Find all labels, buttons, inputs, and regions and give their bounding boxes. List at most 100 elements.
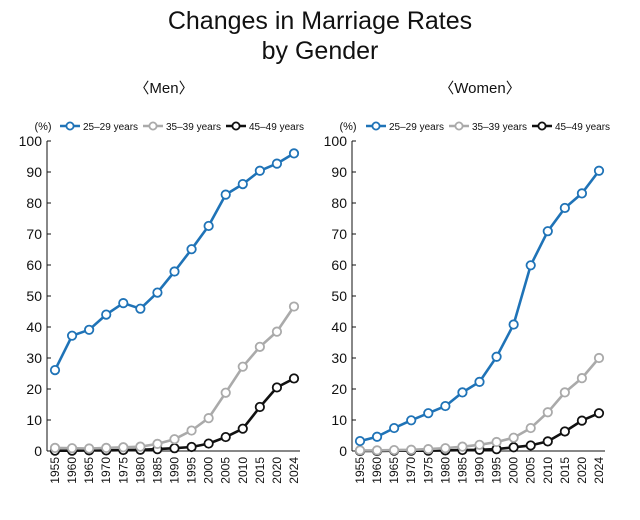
x-tick-label: 2005 (219, 457, 233, 484)
data-point-45-49 (542, 436, 553, 447)
data-point-25-29 (254, 165, 265, 176)
y-tick-label: 50 (331, 288, 347, 304)
data-point-25-29 (237, 178, 248, 190)
data-point-25-29 (84, 324, 95, 335)
x-tick-label: 2015 (253, 457, 267, 484)
x-tick-label: 1990 (473, 457, 487, 484)
data-point-35-39 (559, 387, 570, 398)
series-line-35-39 (360, 357, 600, 452)
y-tick-label: 10 (26, 412, 42, 428)
data-point-45-49 (525, 440, 536, 451)
data-point-25-29 (559, 202, 570, 214)
data-point-45-49 (593, 408, 605, 419)
chart-women: 〈Women〉 (%) 25–29 years 35–39 years 45–49 ye… (324, 80, 610, 484)
x-tick-label: 2000 (507, 457, 521, 484)
y-unit-label-women: (%) (339, 121, 356, 133)
legend-label: 25–29 years (389, 122, 444, 133)
data-point-35-39 (220, 387, 231, 398)
y-tick-label: 60 (26, 257, 42, 273)
legend-item-35-39: 35–39 years (449, 121, 527, 133)
x-tick-label: 2020 (270, 457, 284, 484)
data-point-25-29 (271, 158, 283, 169)
data-point-25-29 (152, 287, 163, 298)
y-tick-label: 30 (331, 350, 347, 366)
legend-label: 45–49 years (555, 122, 610, 133)
data-point-25-29 (508, 319, 519, 330)
x-tick-label: 2024 (287, 457, 301, 484)
chart-men: 〈Men〉 (%) 25–29 years 35–39 years 45–49 year… (19, 80, 304, 484)
data-point-25-29 (220, 189, 231, 200)
legend-item-45-49: 45–49 years (532, 121, 610, 133)
x-tick-label: 2020 (575, 457, 589, 484)
x-tick-label: 1985 (455, 457, 469, 484)
y-tick-label: 100 (324, 133, 348, 149)
chart-title-men: 〈Men〉 (134, 80, 193, 97)
x-tick-label: 1990 (168, 457, 182, 484)
data-point-35-39 (254, 341, 265, 352)
y-tick-label: 90 (331, 164, 347, 180)
data-point-45-49 (559, 426, 570, 437)
data-point-45-49 (169, 443, 180, 454)
x-tick-label: 1965 (387, 457, 401, 484)
x-tick-label: 2015 (558, 457, 572, 484)
y-tick-label: 40 (26, 319, 42, 335)
data-point-35-39 (457, 441, 468, 452)
x-tick-label: 2000 (202, 457, 216, 484)
x-tick-label: 1970 (99, 457, 113, 484)
legend-marker (537, 121, 547, 131)
data-point-35-39 (440, 443, 451, 454)
legend-marker (65, 121, 75, 131)
legend-label: 35–39 years (472, 122, 527, 133)
data-point-35-39 (542, 407, 553, 418)
y-tick-label: 0 (339, 443, 347, 459)
data-point-45-49 (220, 431, 231, 443)
data-point-35-39 (84, 443, 95, 454)
data-point-35-39 (508, 432, 519, 443)
data-point-25-29 (371, 431, 383, 442)
data-point-35-39 (271, 326, 283, 337)
data-point-25-29 (423, 408, 434, 419)
legend-item-45-49: 45–49 years (226, 121, 304, 133)
x-tick-label: 1995 (490, 457, 504, 484)
y-tick-label: 10 (331, 412, 347, 428)
data-point-45-49 (254, 401, 265, 413)
data-point-35-39 (389, 444, 400, 456)
data-point-35-39 (354, 445, 366, 456)
data-point-25-29 (440, 400, 451, 412)
y-tick-label: 90 (26, 164, 42, 180)
y-unit-label-men: (%) (34, 121, 51, 133)
x-tick-label: 1960 (65, 457, 79, 484)
data-point-35-39 (576, 373, 588, 384)
data-point-25-29 (203, 220, 214, 232)
data-point-35-39 (135, 441, 146, 452)
data-point-25-29 (66, 330, 78, 341)
data-point-25-29 (406, 415, 417, 426)
data-point-25-29 (389, 422, 400, 434)
x-tick-label: 1975 (421, 457, 435, 484)
legend-marker (454, 121, 464, 131)
data-point-25-29 (288, 148, 300, 159)
data-point-25-29 (169, 266, 180, 277)
x-tick-label: 1955 (48, 457, 62, 484)
legend-marker (371, 121, 381, 131)
data-point-45-49 (203, 438, 214, 449)
x-tick-label: 2010 (236, 457, 250, 484)
data-point-45-49 (288, 373, 300, 384)
data-point-25-29 (525, 260, 536, 271)
data-point-35-39 (288, 301, 300, 312)
legend-label: 25–29 years (83, 122, 138, 133)
x-tick-label: 1975 (116, 457, 130, 484)
data-point-25-29 (491, 351, 502, 362)
data-point-35-39 (118, 442, 129, 453)
x-tick-label: 2024 (592, 457, 606, 484)
y-tick-label: 80 (26, 195, 42, 211)
data-point-25-29 (118, 298, 129, 309)
data-point-35-39 (186, 425, 197, 436)
x-tick-label: 1980 (133, 457, 147, 484)
data-point-25-29 (474, 376, 485, 387)
x-tick-label: 2005 (524, 457, 538, 484)
data-point-25-29 (542, 226, 553, 237)
x-tick-label: 1985 (150, 457, 164, 484)
data-point-35-39 (66, 443, 78, 454)
